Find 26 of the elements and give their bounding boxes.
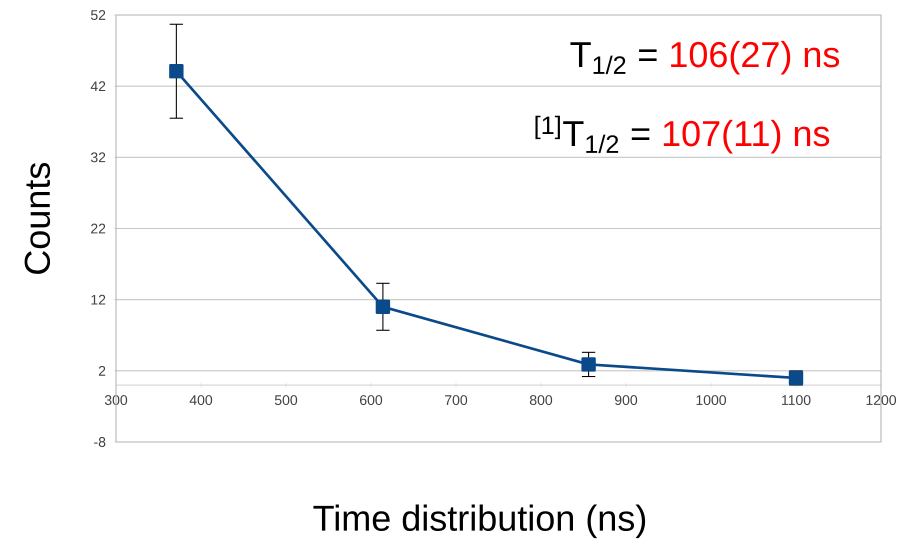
annotation: 106(27) ns xyxy=(671,40,840,74)
x-tick-label: 800 xyxy=(530,395,552,406)
x-tick-label: 500 xyxy=(274,395,298,406)
x-tick-label: 1100 xyxy=(782,395,810,406)
point xyxy=(581,357,596,372)
y-tick-label: -8 xyxy=(94,437,106,447)
y-axis-title: Counts xyxy=(24,162,50,274)
x-tick-label: 300 xyxy=(104,395,128,406)
y-tick-label: 52 xyxy=(90,10,106,20)
y-tick-label: 2 xyxy=(98,366,106,376)
y-tick-label: 32 xyxy=(90,152,106,162)
annotation: T$_{1/2}$ = xyxy=(570,42,657,74)
y-tick-label: 22 xyxy=(91,224,106,234)
x-tick-label: 1200 xyxy=(866,395,896,406)
x-tick-label: 1000 xyxy=(696,395,726,406)
y-tick-label: 42 xyxy=(90,81,106,92)
x-axis-title: Time distribution (ns) xyxy=(313,504,646,538)
x-tick-label: 900 xyxy=(614,395,638,406)
x-tick-label: 700 xyxy=(445,395,468,406)
annotation: 107(11) ns xyxy=(664,120,830,154)
point xyxy=(169,64,184,78)
x-tick-label: 400 xyxy=(190,395,212,406)
point xyxy=(376,300,390,314)
annotation: $^{[1]}$T$_{1/2}$ = xyxy=(535,116,650,154)
x-tick-label: 600 xyxy=(360,395,382,406)
y-tick-label: 12 xyxy=(91,294,106,305)
